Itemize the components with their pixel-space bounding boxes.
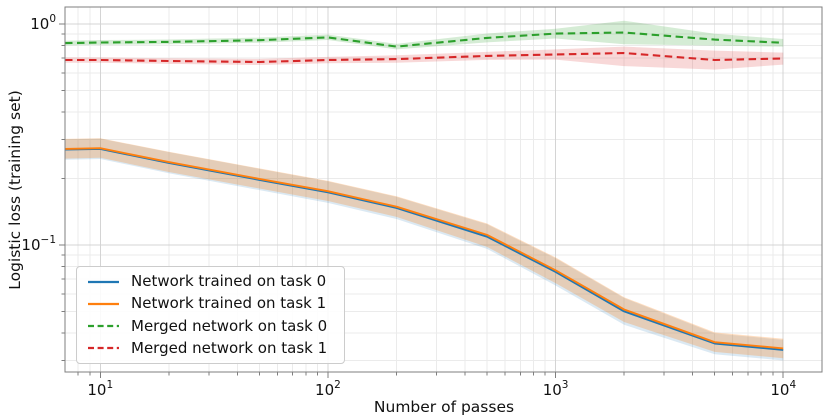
legend-item-network-trained-on-task-0: Network trained on task 0 [87, 274, 334, 289]
x-tick-label-1e4: 104 [770, 379, 796, 399]
y-tick-label-1e0: 100 [30, 13, 56, 33]
series-band-network-trained-on-task-0 [65, 138, 784, 361]
series-line-merged-network-on-task-0 [64, 31, 784, 48]
legend-item-merged-network-on-task-0: Merged network on task 0 [87, 316, 334, 335]
x-tick-label-1e1: 101 [87, 379, 113, 399]
legend-label: Network trained on task 0 [131, 272, 327, 290]
y-tick-label-1e-1: 10−1 [21, 234, 56, 254]
legend-label: Network trained on task 1 [131, 294, 327, 313]
axes-spines [64, 6, 823, 373]
axis-ticks [59, 23, 784, 378]
series-band-network-trained-on-task-1 [65, 138, 784, 359]
series-band-merged-network-on-task-0 [65, 20, 784, 50]
x-tick-label-1e2: 102 [315, 379, 341, 399]
grid-major [65, 7, 822, 372]
series-line-network-trained-on-task-1 [64, 147, 784, 350]
series-line-merged-network-on-task-1 [65, 51, 784, 64]
legend-label: Merged network on task 0 [131, 316, 328, 335]
legend-swatch-solid-line [88, 302, 119, 305]
legend-swatch-solid-line [88, 280, 119, 283]
legend-item-merged-network-on-task-1: Merged network on task 1 [87, 338, 334, 357]
series-band-merged-network-on-task-1 [65, 46, 784, 70]
x-tick-label-1e3: 103 [543, 379, 569, 399]
legend-item-network-trained-on-task-1: Network trained on task 1 [87, 296, 334, 311]
legend-swatch-dashed-line [88, 347, 119, 350]
y-axis-label: Logistic loss (training set) [6, 90, 24, 290]
legend: Network trained on task 0 Network trained… [76, 266, 345, 364]
legend-swatch-dashed-line [88, 325, 119, 328]
legend-label: Merged network on task 1 [131, 338, 328, 357]
x-axis-label: Number of passes [373, 398, 515, 416]
